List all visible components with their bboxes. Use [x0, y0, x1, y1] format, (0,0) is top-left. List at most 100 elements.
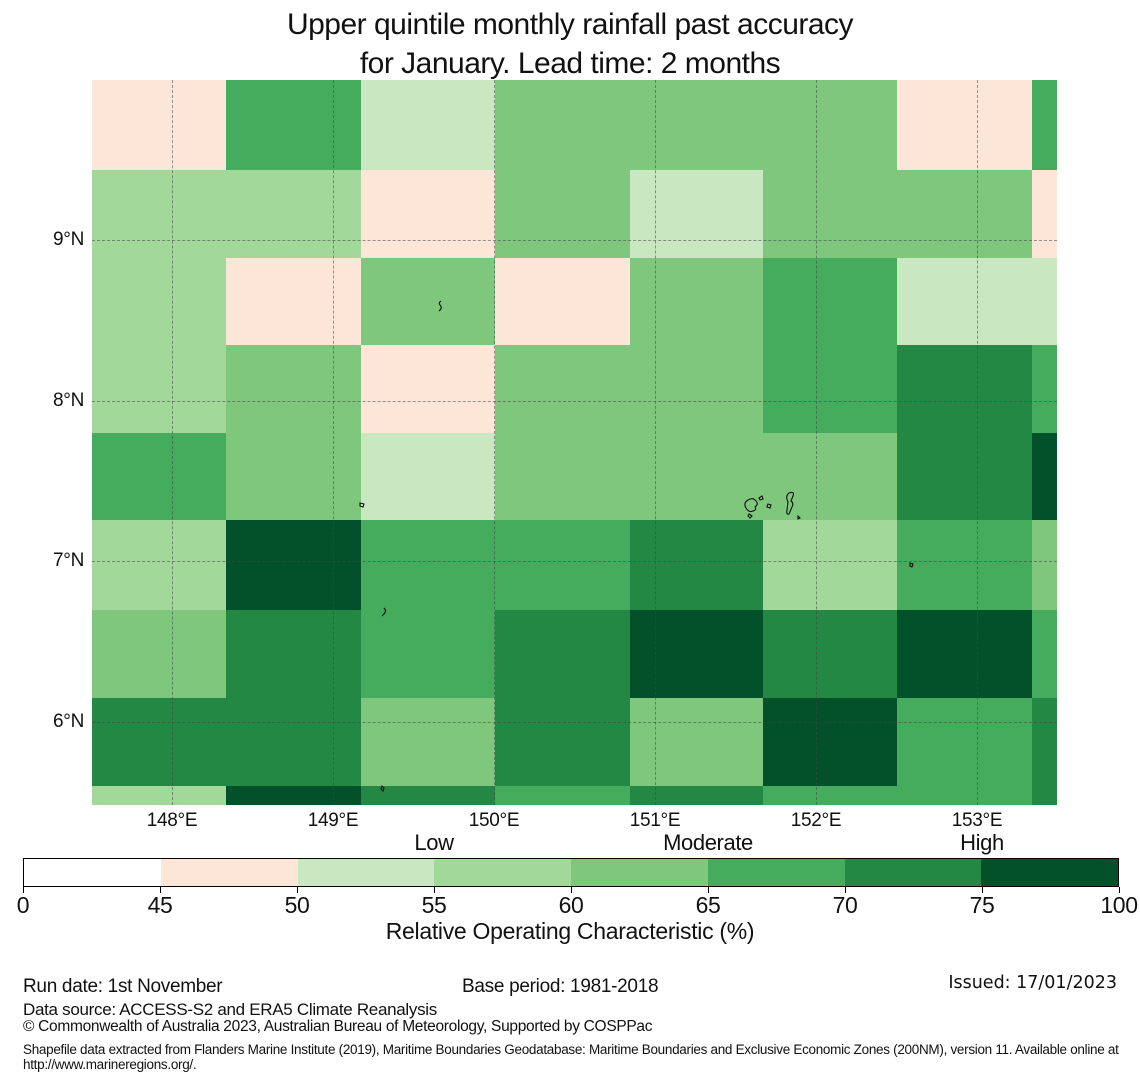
heatmap-cell: [897, 433, 1032, 520]
colorbar-tick-value: 0: [16, 892, 30, 918]
base-period-text: Base period: 1981-2018: [462, 976, 659, 997]
heatmap-cell: [763, 258, 897, 345]
heatmap-cell: [763, 520, 897, 610]
heatmap-cell: [897, 80, 1032, 170]
heatmap-cell: [495, 610, 630, 698]
heatmap-cell: [92, 786, 226, 805]
heatmap-cell: [92, 433, 226, 520]
colorbar-tick: [845, 887, 846, 893]
colorbar-tick: [23, 887, 24, 893]
heatmap-cell: [630, 80, 763, 170]
heatmap-cell: [495, 698, 630, 786]
colorbar-tick: [1119, 887, 1120, 893]
x-tick-label: 152°E: [790, 810, 842, 831]
colorbar-tick: [982, 887, 983, 893]
heatmap-cell: [630, 345, 763, 433]
roc-heatmap[interactable]: [92, 80, 1057, 805]
heatmap-cell: [92, 698, 226, 786]
colorbar-segment: [844, 859, 982, 886]
colorbar-qualitative-label: Moderate: [663, 830, 753, 855]
heatmap-cell: [226, 698, 361, 786]
heatmap-cell: [361, 433, 495, 520]
heatmap-cell: [361, 80, 495, 170]
x-tick-label: 151°E: [629, 810, 681, 831]
colorbar-axis-title: Relative Operating Characteristic (%): [385, 918, 755, 944]
heatmap-cell: [495, 170, 630, 258]
colorbar-segment: [981, 859, 1118, 886]
heatmap-cell: [1032, 786, 1057, 805]
heatmap-cell: [630, 258, 763, 345]
heatmap-cell: [361, 786, 495, 805]
colorbar-tick-value: 55: [421, 892, 447, 918]
colorbar-tick-value: 100: [1100, 892, 1138, 918]
heatmap-cell: [1032, 520, 1057, 610]
colorbar-tick-value: 45: [147, 892, 173, 918]
heatmap-cell: [92, 345, 226, 433]
y-tick-label: 6°N: [53, 711, 84, 732]
heatmap-cell: [226, 610, 361, 698]
y-tick-label: 8°N: [53, 390, 84, 411]
heatmap-cell: [361, 170, 495, 258]
heatmap-cell: [630, 786, 763, 805]
heatmap-cell: [361, 345, 495, 433]
heatmap-cell: [361, 698, 495, 786]
issued-date-text: Issued: 17/01/2023: [948, 973, 1117, 993]
heatmap-cell: [630, 698, 763, 786]
graticule-parallel: [92, 561, 1057, 562]
heatmap-cell: [226, 345, 361, 433]
heatmap-cell: [361, 610, 495, 698]
heatmap-cell: [630, 170, 763, 258]
heatmap-cell: [1032, 170, 1057, 258]
heatmap-cell: [1032, 80, 1057, 170]
colorbar-segment: [571, 859, 708, 886]
heatmap-cell: [361, 520, 495, 610]
colorbar-segment: [434, 859, 571, 886]
colorbar[interactable]: [23, 858, 1119, 887]
heatmap-cell: [630, 433, 763, 520]
heatmap-cell: [361, 258, 495, 345]
heatmap-cell: [1032, 610, 1057, 698]
heatmap-cell: [495, 520, 630, 610]
colorbar-segment: [707, 859, 845, 886]
graticule-meridian: [494, 80, 495, 805]
graticule-meridian: [816, 80, 817, 805]
heatmap-cell: [763, 610, 897, 698]
x-tick-label: 150°E: [468, 810, 520, 831]
heatmap-cell: [226, 258, 361, 345]
colorbar-tick-value: 75: [969, 892, 995, 918]
heatmap-cell: [226, 80, 361, 170]
colorbar-segment: [297, 859, 435, 886]
colorbar-tick: [708, 887, 709, 893]
heatmap-cell: [92, 258, 226, 345]
colorbar-tick-value: 65: [695, 892, 721, 918]
heatmap-cell: [897, 345, 1032, 433]
heatmap-cell: [1032, 698, 1057, 786]
y-tick-label: 9°N: [53, 229, 84, 250]
colorbar-tick-value: 60: [558, 892, 584, 918]
heatmap-cell: [495, 80, 630, 170]
graticule-parallel: [92, 240, 1057, 241]
x-tick-label: 149°E: [307, 810, 359, 831]
run-date-text: Run date: 1st November: [23, 976, 223, 997]
heatmap-cell: [897, 520, 1032, 610]
colorbar-segment: [160, 859, 298, 886]
shapefile-note-text: Shapefile data extracted from Flanders M…: [23, 1042, 1119, 1072]
chart-title-line2: for January. Lead time: 2 months: [359, 47, 781, 80]
copyright-text: © Commonwealth of Australia 2023, Austra…: [23, 1018, 653, 1035]
data-source-text: Data source: ACCESS-S2 and ERA5 Climate …: [23, 1000, 437, 1019]
heatmap-cell: [897, 610, 1032, 698]
colorbar-tick: [434, 887, 435, 893]
y-tick-label: 7°N: [53, 550, 84, 571]
colorbar-tick-value: 50: [284, 892, 310, 918]
heatmap-cell: [226, 786, 361, 805]
graticule-meridian: [333, 80, 334, 805]
heatmap-cell: [495, 258, 630, 345]
heatmap-cell: [495, 786, 630, 805]
colorbar-tick: [297, 887, 298, 893]
heatmap-cell: [1032, 345, 1057, 433]
heatmap-cell: [897, 786, 1032, 805]
heatmap-cell: [630, 610, 763, 698]
heatmap-cell: [495, 433, 630, 520]
heatmap-cell: [763, 170, 897, 258]
